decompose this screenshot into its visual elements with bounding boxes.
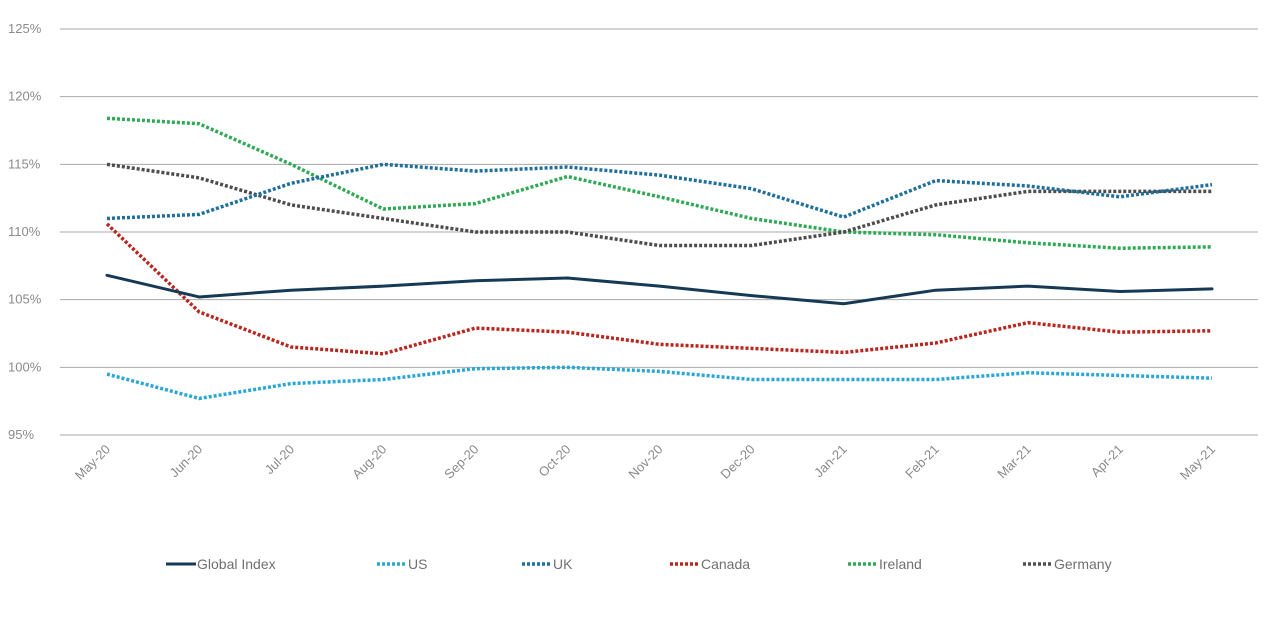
x-tick-label: Apr-21 [1088,442,1126,480]
series-line-canada [105,222,1213,356]
x-tick-label: Aug-20 [349,442,389,482]
series-line-uk [106,162,1213,221]
x-tick-label: Sep-20 [441,442,481,482]
series-line-germany [106,162,1212,248]
gridlines [60,28,1258,436]
x-tick-label: May-20 [72,442,113,483]
x-tick-label: Nov-20 [625,442,665,482]
y-tick-label: 110% [8,224,41,239]
y-tick-label: 125% [8,21,42,36]
x-tick-label: Dec-20 [717,442,757,482]
x-tick-label: Jun-20 [166,442,205,481]
y-tick-label: 120% [8,89,42,104]
x-tick-label: Oct-20 [535,442,573,480]
legend: Global Index US UK Canada Ireland Germany [166,556,1112,572]
x-tick-label: Feb-21 [902,442,942,482]
legend-label: US [408,556,427,572]
legend-label: Canada [701,556,750,572]
series-lines [105,116,1214,401]
legend-label: Ireland [879,556,922,572]
x-tick-label: May-21 [1177,442,1218,483]
legend-label: Global Index [197,556,276,572]
y-axis-tick-labels: 95% 100% 105% 110% 115% 120% 125% [8,21,42,442]
y-tick-label: 95% [8,427,34,442]
y-tick-label: 115% [8,156,41,171]
x-tick-label: Mar-21 [994,442,1034,482]
y-tick-label: 100% [8,359,42,374]
series-line-global-index [105,273,1214,306]
legend-label: UK [553,556,573,572]
series-line-ireland [106,116,1213,250]
x-tick-label: Jan-21 [811,442,850,481]
x-axis-tick-labels: May-20 Jun-20 Jul-20 Aug-20 Sep-20 Oct-20 Nov-… [72,442,1218,483]
legend-label: Germany [1054,556,1112,572]
x-tick-label: Jul-20 [262,442,298,478]
y-tick-label: 105% [8,292,42,307]
series-line-us [106,365,1213,401]
